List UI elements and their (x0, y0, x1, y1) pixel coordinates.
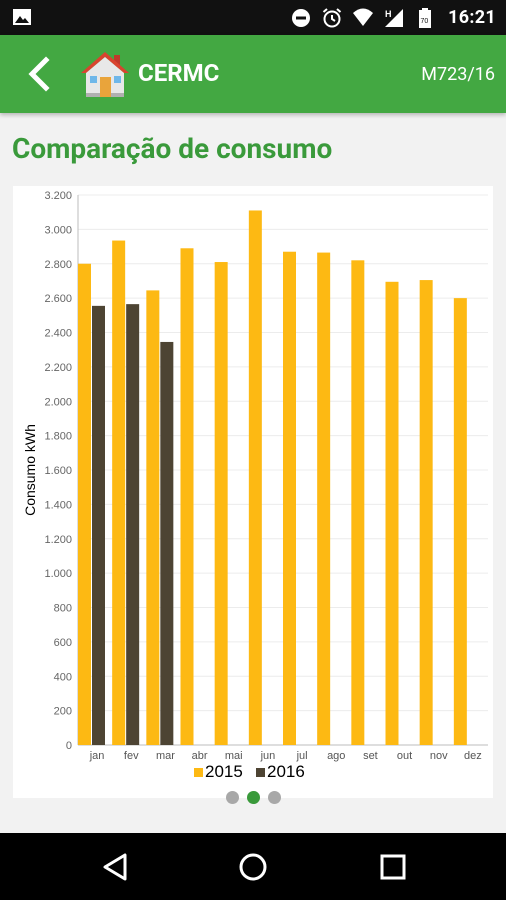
y-tick-label: 1.600 (44, 465, 72, 477)
x-tick-label: jul (296, 750, 308, 762)
x-tick-label: mar (156, 750, 175, 762)
y-tick-label: 600 (54, 637, 72, 649)
bar-2015-mar (146, 290, 160, 745)
status-icons: H 70 16:21 (290, 0, 496, 35)
x-tick-label: fev (124, 750, 139, 762)
bar-2015-nov (419, 280, 433, 745)
y-tick-label: 2.000 (44, 396, 72, 408)
bar-2015-jan (78, 263, 91, 745)
bar-2015-abr (180, 248, 194, 745)
app-bar: CERMC M723/16 (0, 35, 506, 113)
bar-2015-ago (317, 252, 331, 745)
y-tick-label: 1.000 (44, 568, 72, 580)
x-tick-label: abr (192, 750, 208, 762)
pager-dot[interactable] (246, 791, 260, 804)
x-tick-label: out (397, 750, 412, 762)
bar-2016-fev (126, 304, 140, 745)
signal-h-icon: H (385, 8, 404, 27)
battery-icon: 70 (419, 7, 432, 28)
x-tick-label: mai (225, 750, 243, 762)
x-tick-label: jun (260, 750, 276, 762)
legend-swatch-2015 (194, 768, 203, 777)
y-tick-label: 400 (54, 671, 72, 683)
y-tick-label: 2.200 (44, 362, 72, 374)
x-tick-label: set (363, 750, 378, 762)
x-tick-label: jan (89, 750, 105, 762)
svg-text:H: H (385, 9, 392, 19)
app-title: CERMC (138, 59, 220, 87)
x-tick-label: nov (430, 750, 448, 762)
pager-dot[interactable] (225, 791, 239, 804)
bar-2015-out (385, 281, 399, 745)
y-tick-label: 200 (54, 706, 72, 718)
svg-text:70: 70 (421, 18, 429, 25)
contract-code: M723/16 (421, 64, 495, 85)
y-tick-label: 2.800 (44, 259, 72, 271)
home-circle-icon[interactable] (233, 847, 273, 887)
y-axis-label: Consumo kWh (22, 424, 38, 516)
legend-label-2016: 2016 (267, 762, 305, 781)
page-title: Comparação de consumo (12, 132, 333, 165)
chart-canvas: 0 200 400 600 800 1.000 1.200 1.400 1.600 1.800 2.… (22, 190, 488, 781)
y-tick-label: 3.200 (44, 190, 72, 202)
x-tick-label: dez (464, 750, 482, 762)
house-icon (81, 52, 129, 97)
status-bar: H 70 16:21 (0, 0, 506, 35)
legend-label-2015: 2015 (205, 762, 243, 781)
x-tick-label: ago (327, 750, 345, 762)
recents-square-icon[interactable] (373, 847, 413, 887)
bar-2015-jul (283, 251, 296, 745)
pager-indicator (0, 791, 506, 809)
navigation-bar (0, 833, 506, 900)
bar-2015-mai (214, 262, 228, 745)
y-tick-label: 0 (66, 740, 72, 752)
y-tick-label: 1.800 (44, 431, 72, 443)
do-not-disturb-icon (292, 8, 311, 27)
bar-2016-mar (160, 341, 174, 745)
y-tick-label: 3.000 (44, 224, 72, 236)
y-tick-label: 1.200 (44, 534, 72, 546)
legend-swatch-2016 (256, 768, 265, 777)
alarm-icon (322, 7, 342, 27)
image-icon (13, 9, 31, 25)
y-tick-label: 2.400 (44, 328, 72, 340)
y-tick-label: 2.600 (44, 293, 72, 305)
y-tick-label: 1.400 (44, 499, 72, 511)
bar-2015-dez (453, 298, 467, 745)
y-tick-label: 800 (54, 603, 72, 615)
wifi-icon (353, 8, 374, 26)
bar-2015-fev (112, 240, 126, 745)
consumption-chart: 0 200 400 600 800 1.000 1.200 1.400 1.600 1.800 2.… (13, 186, 493, 798)
back-triangle-icon[interactable] (96, 847, 136, 887)
status-time: 16:21 (448, 7, 496, 28)
chevron-left-icon[interactable] (20, 54, 60, 94)
pager-dot[interactable] (267, 791, 281, 804)
bar-2016-jan (92, 305, 105, 745)
bar-2015-jun (248, 210, 262, 745)
bar-2015-set (351, 260, 365, 745)
